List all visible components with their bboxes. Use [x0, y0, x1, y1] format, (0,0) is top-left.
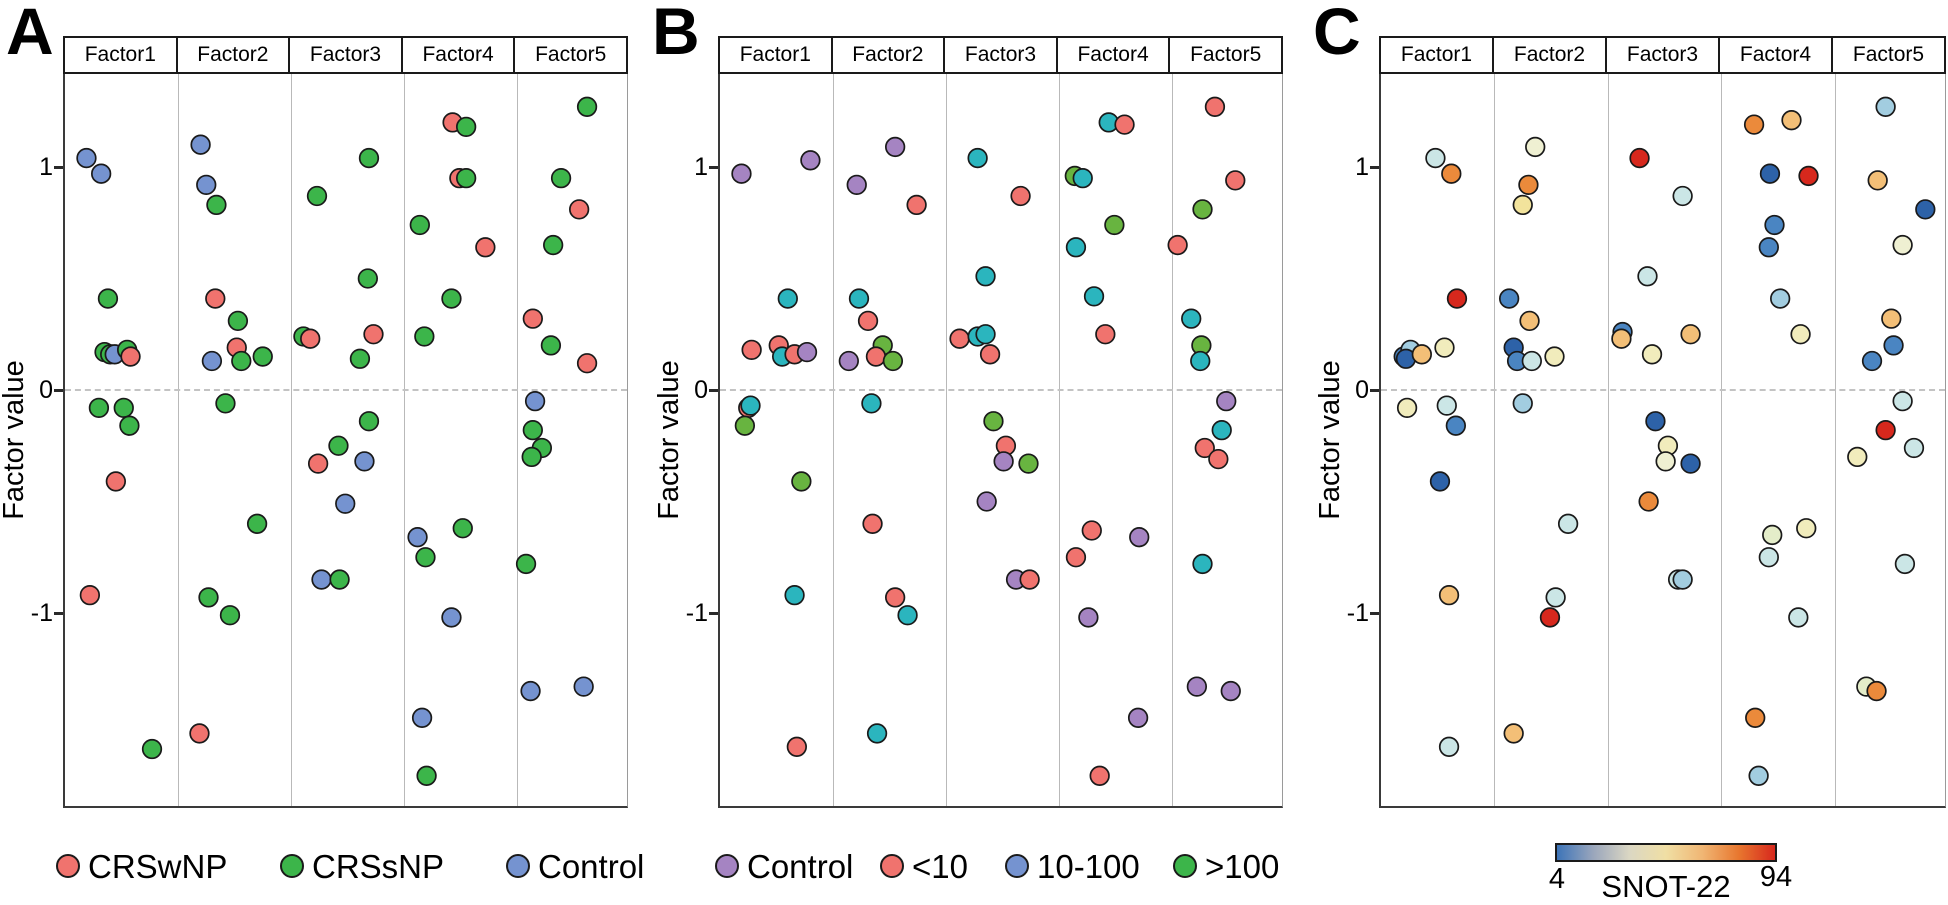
colorbar-max-label: 94 [1759, 861, 1793, 893]
facet-divider [1059, 74, 1060, 806]
y-tick-label: 1 [39, 153, 53, 181]
facet-label: Factor2 [178, 38, 291, 72]
y-tick-mark [709, 166, 718, 169]
scatter-points-b [731, 96, 1246, 786]
facet-label: Factor4 [1720, 38, 1833, 72]
facet-label: Factor1 [720, 38, 833, 72]
panel-label-b: B [652, 0, 700, 68]
legend-swatch-crswnp [56, 854, 80, 878]
plot-area-a [63, 74, 628, 808]
facet-label: Factor4 [403, 38, 516, 72]
y-tick-mark [709, 612, 718, 615]
scatter-points-c [1393, 96, 1936, 786]
facet-label: Factor5 [535, 43, 607, 66]
scatter-points-a [76, 96, 598, 786]
y-tick-label: 1 [694, 153, 708, 181]
facet-divider [1835, 74, 1836, 806]
y-tick-mark [1370, 166, 1379, 169]
legend-label-crswnp: CRSwNP [88, 848, 228, 885]
facet-divider [833, 74, 834, 806]
snot22-colorbar [1555, 843, 1777, 862]
legend-label-crssnp: CRSsNP [312, 848, 445, 885]
colorbar-title: SNOT-22 [1601, 869, 1731, 904]
facet-divider [404, 74, 405, 806]
legend-swatch-lt10 [880, 854, 904, 878]
y-tick-label: -1 [30, 599, 53, 627]
legend-label-gt100: >100 [1205, 848, 1280, 885]
facet-strip-c: Factor1 Factor2 Factor3 Factor4 Factor5 [1379, 36, 1946, 74]
zero-reference-line [65, 389, 627, 391]
facet-label: Factor4 [1058, 38, 1171, 72]
y-tick-mark [1370, 389, 1379, 392]
facet-divider [178, 74, 179, 806]
plot-area-b [718, 74, 1283, 808]
facet-label: Factor5 [1852, 43, 1925, 66]
facet-label: Factor3 [1607, 38, 1720, 72]
y-tick-mark [54, 612, 63, 615]
facet-label: Factor3 [290, 38, 403, 72]
y-axis-title-c: Factor value [1314, 360, 1346, 520]
legend-label-10-100: 10-100 [1037, 848, 1140, 885]
facet-divider [1721, 74, 1722, 806]
facet-divider [946, 74, 947, 806]
y-tick-label: 0 [39, 376, 53, 404]
y-tick-mark [709, 389, 718, 392]
panel-label-a: A [6, 0, 54, 68]
facet-divider [291, 74, 292, 806]
legend-swatch-crssnp [280, 854, 304, 878]
facet-strip-a: Factor1 Factor2 Factor3 Factor4 Factor5 [63, 36, 628, 74]
legend-swatch-10-100 [1005, 854, 1029, 878]
y-tick-label: -1 [685, 599, 708, 627]
y-tick-label: 0 [1355, 376, 1369, 404]
y-tick-mark [54, 389, 63, 392]
legend-label-control-b: Control [747, 848, 854, 885]
legend-label-lt10: <10 [912, 848, 968, 885]
plot-area-c [1379, 74, 1946, 808]
zero-reference-line [720, 389, 1282, 391]
legend-swatch-gt100 [1173, 854, 1197, 878]
legend-swatch-control-a [506, 854, 530, 878]
y-axis-title-a: Factor value [0, 360, 30, 520]
y-tick-label: 0 [694, 376, 708, 404]
facet-divider [1608, 74, 1609, 806]
facet-label: Factor1 [1381, 38, 1494, 72]
y-tick-mark [54, 166, 63, 169]
colorbar-min-label: 4 [1548, 863, 1566, 895]
facet-label: Factor3 [945, 38, 1058, 72]
facet-divider [1172, 74, 1173, 806]
zero-reference-line [1381, 389, 1945, 391]
facet-label: Factor2 [833, 38, 946, 72]
y-tick-mark [1370, 612, 1379, 615]
legend-swatch-control-b [715, 854, 739, 878]
y-tick-label: -1 [1346, 599, 1369, 627]
facet-strip-b: Factor1 Factor2 Factor3 Factor4 Factor5 [718, 36, 1283, 74]
facet-divider [517, 74, 518, 806]
panel-label-c: C [1313, 0, 1361, 68]
facet-label: Factor1 [65, 38, 178, 72]
legend-label-control-a: Control [538, 848, 645, 885]
y-axis-title-b: Factor value [653, 360, 685, 520]
facet-divider [1494, 74, 1495, 806]
y-tick-label: 1 [1355, 153, 1369, 181]
facet-label: Factor5 [1190, 43, 1262, 66]
facet-label: Factor2 [1494, 38, 1607, 72]
